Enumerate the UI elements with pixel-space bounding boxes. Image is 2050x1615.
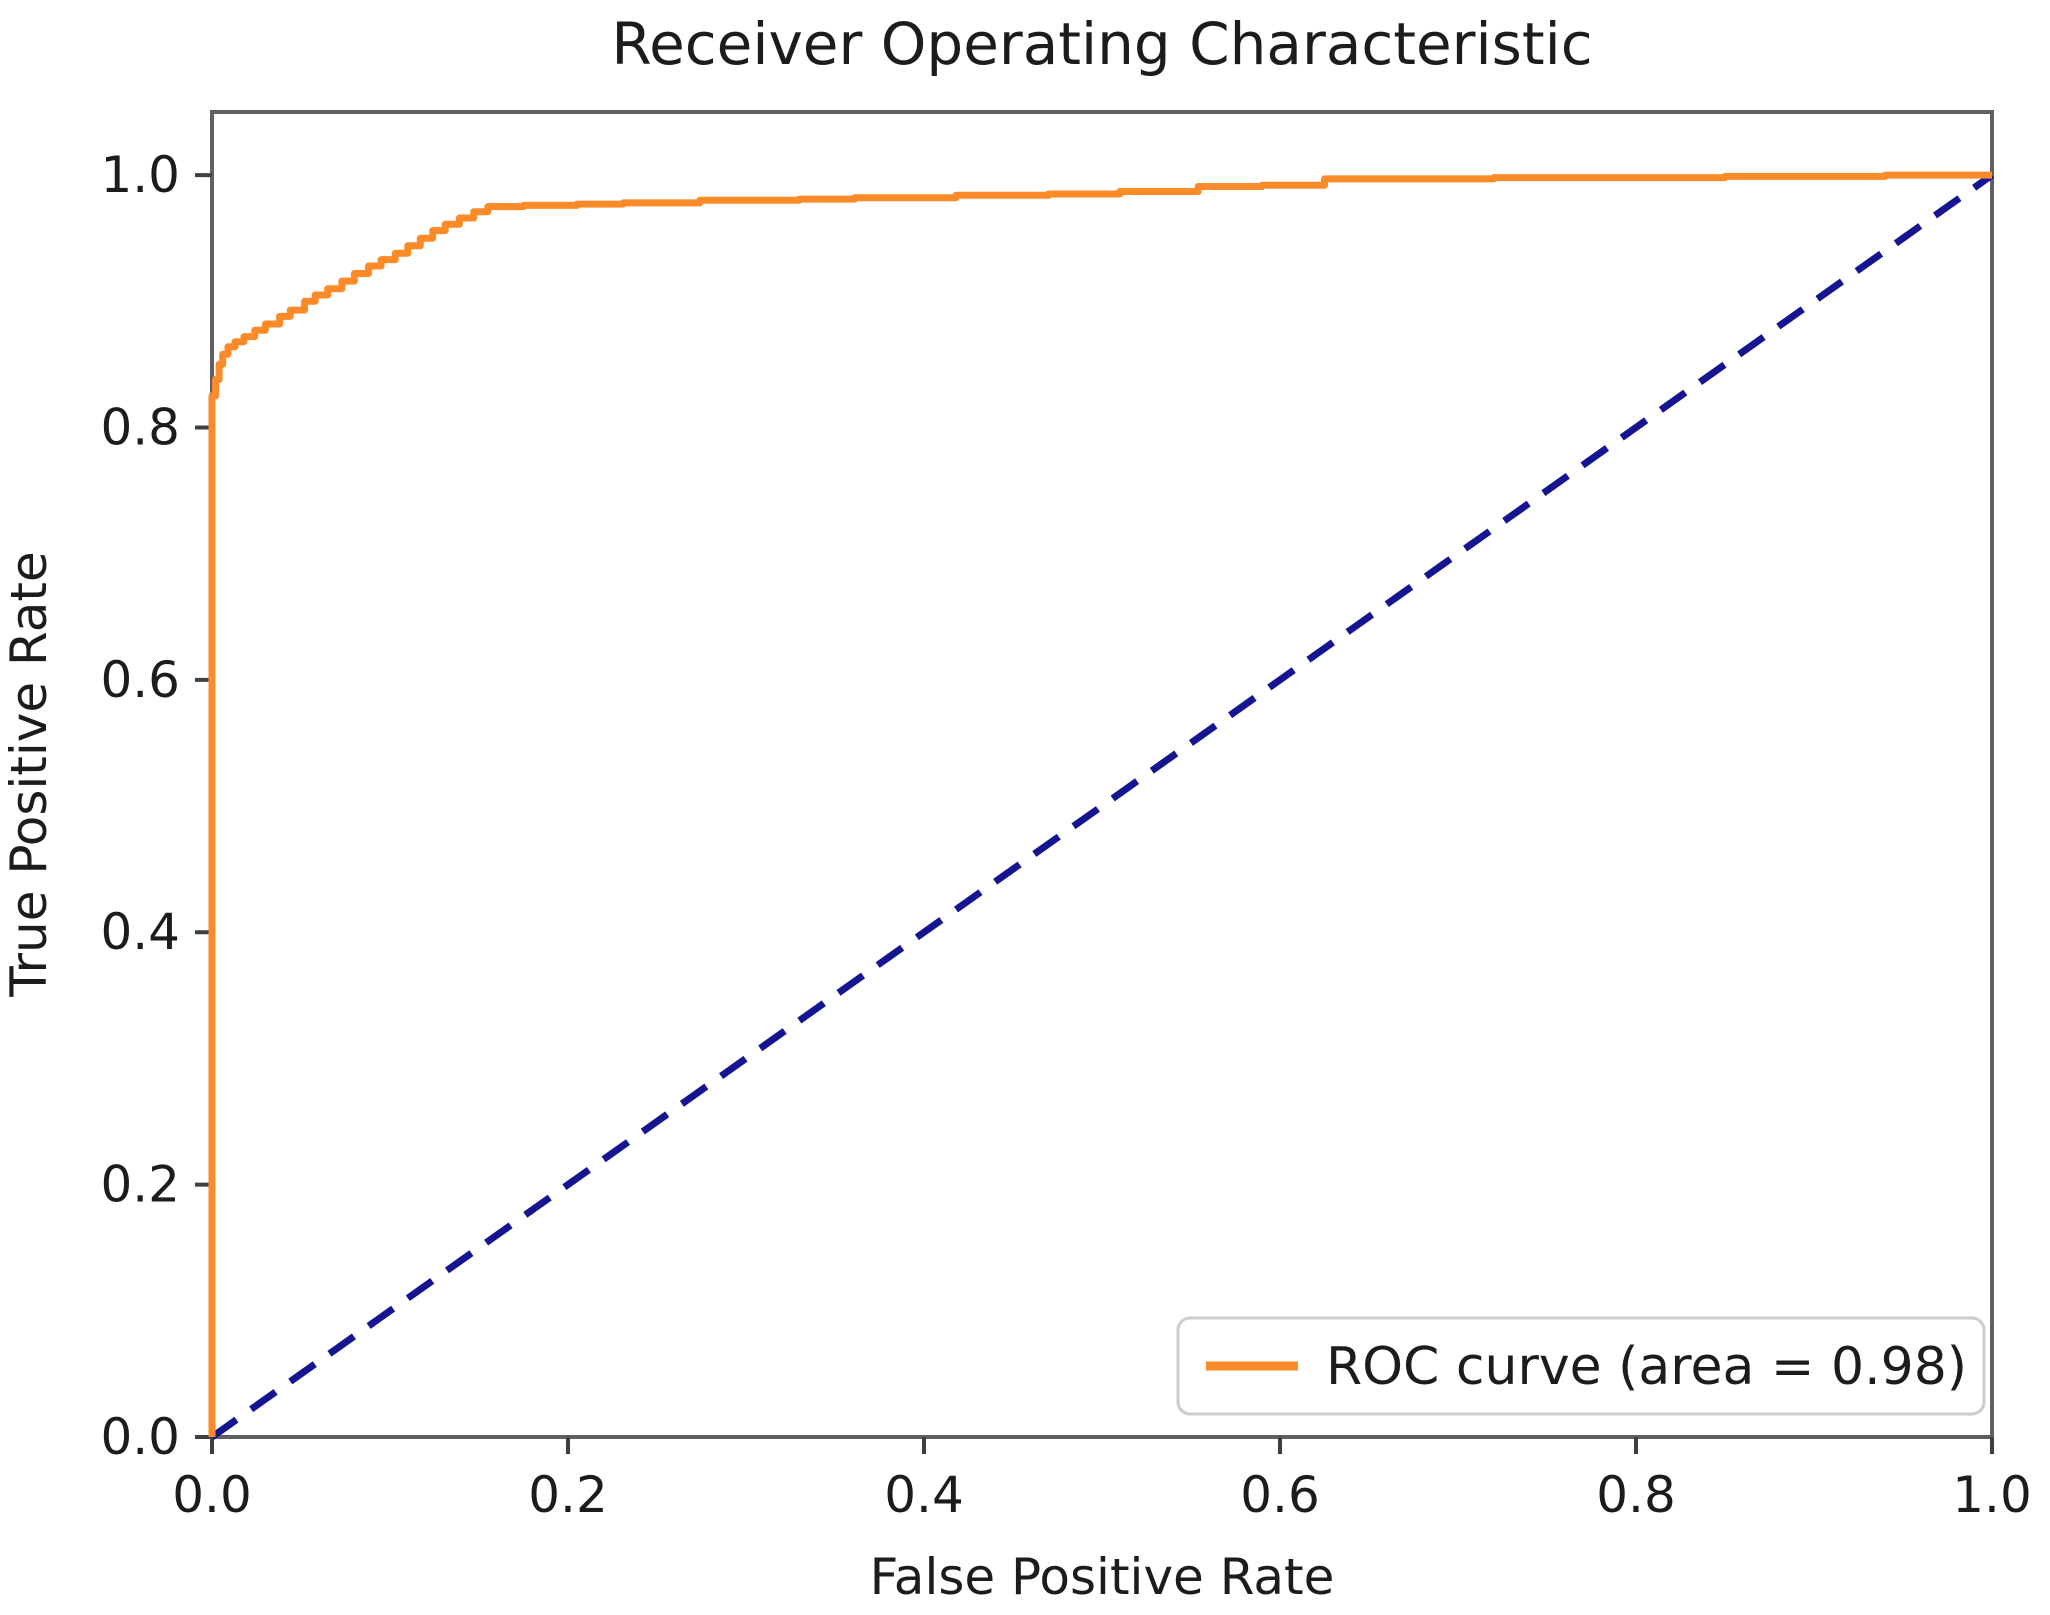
y-axis-ticks: 0.0 0.2 0.4 0.6 0.8 1.0: [100, 146, 212, 1466]
legend: ROC curve (area = 0.98): [1176, 1316, 1986, 1416]
roc-curve-line: [208, 171, 1992, 1437]
x-axis-ticks: 0.0 0.2 0.4 0.6 0.8 1.0: [172, 1437, 2032, 1524]
y-tick-label: 0.2: [100, 1156, 180, 1214]
y-tick-label: 0.0: [100, 1408, 180, 1466]
x-tick-label: 0.4: [884, 1466, 964, 1524]
x-axis-label: False Positive Rate: [870, 1548, 1335, 1606]
chance-diagonal-line: [209, 172, 1995, 1440]
legend-roc-label: ROC curve (area = 0.98): [1326, 1337, 1967, 1397]
x-tick-label: 0.8: [1596, 1466, 1676, 1524]
y-tick-label: 0.6: [100, 651, 180, 709]
y-tick-label: 0.4: [100, 903, 180, 961]
legend-box: [1176, 1316, 1986, 1416]
plot-area: [210, 110, 1994, 1439]
x-tick-label: 0.6: [1240, 1466, 1320, 1524]
x-tick-label: 0.2: [528, 1466, 608, 1524]
x-tick-label: 1.0: [1952, 1466, 2032, 1524]
x-tick-label: 0.0: [172, 1466, 252, 1524]
y-tick-label: 0.8: [100, 398, 180, 456]
chart-title: Receiver Operating Characteristic: [611, 10, 1592, 78]
y-axis-label: True Positive Rate: [0, 551, 58, 997]
y-tick-label: 1.0: [100, 146, 180, 204]
